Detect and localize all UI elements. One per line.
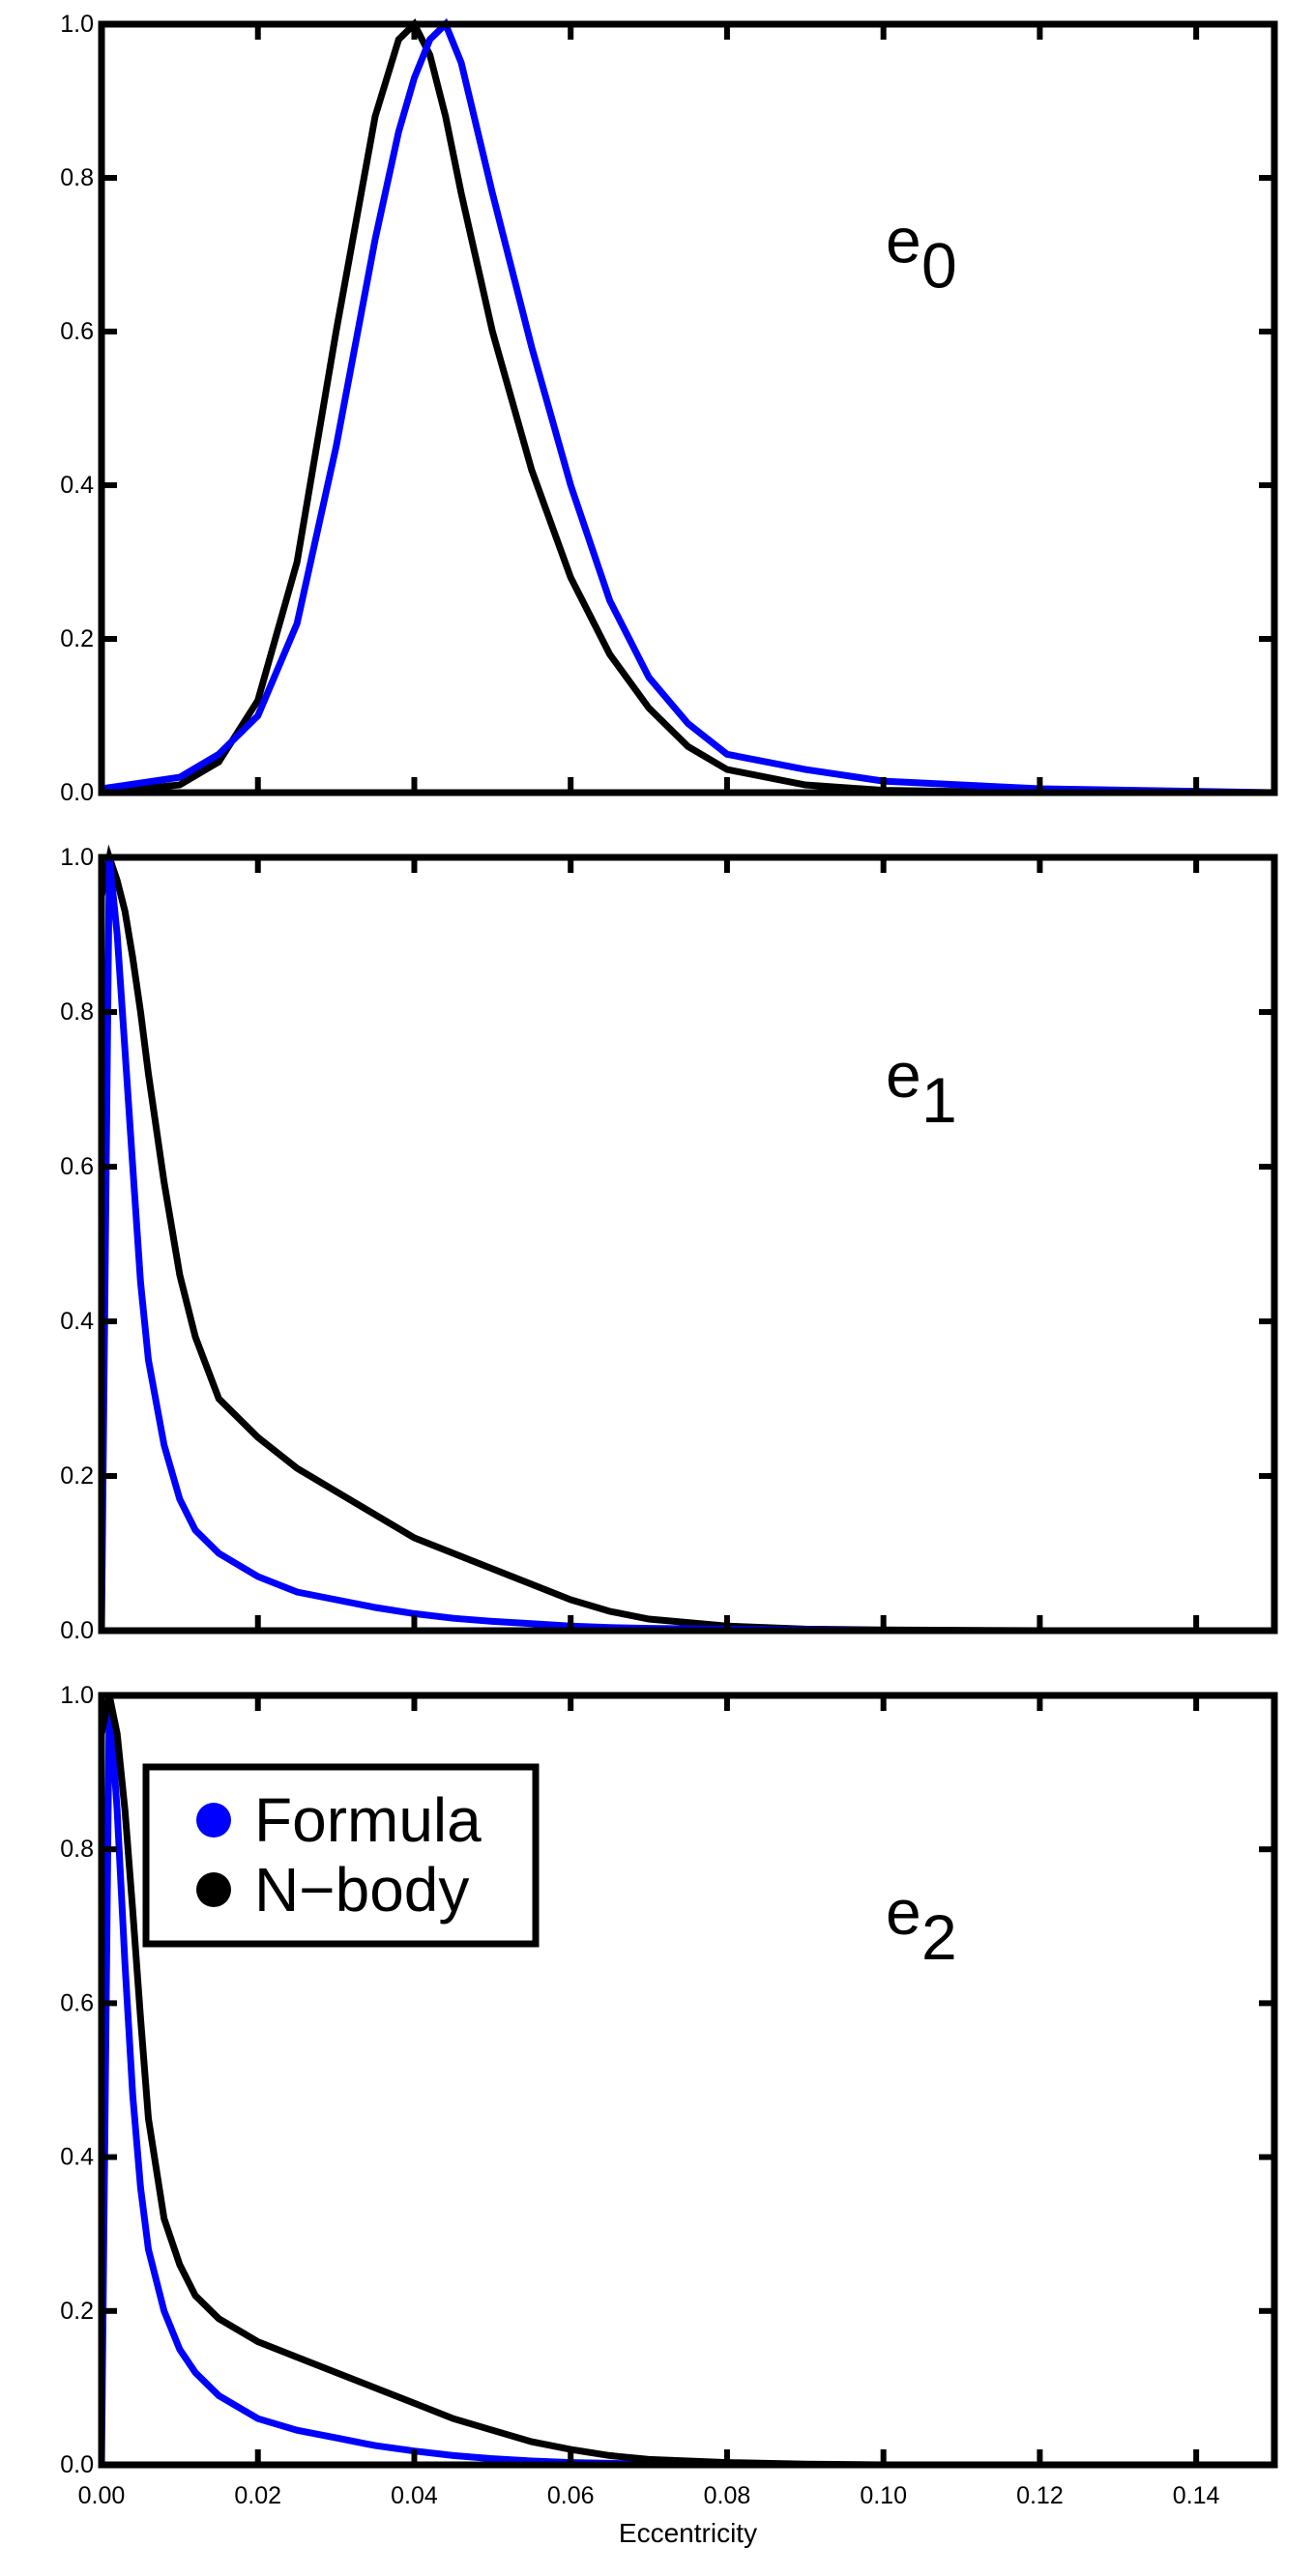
x-tick-label: 0.04 (391, 2482, 438, 2509)
legend-box (142, 1763, 540, 1948)
x-tick-label: 0.14 (1173, 2482, 1220, 2509)
y-tick-label: 0.6 (60, 318, 94, 345)
y-tick-label: 0.2 (60, 2298, 94, 2325)
data-line (101, 17, 1275, 796)
x-tick-label: 0.10 (860, 2482, 907, 2509)
y-tick-label: 0.2 (60, 1462, 94, 1490)
y-tick-label: 0.8 (60, 999, 94, 1026)
plot-frame (98, 854, 1278, 1635)
x-tick-label: 0.02 (234, 2482, 281, 2509)
annotation-subscript: 2 (921, 1901, 957, 1973)
legend-marker (196, 1872, 231, 1907)
annotation: e (886, 204, 921, 275)
data-line (98, 844, 1274, 1635)
plot-frame (98, 1692, 1278, 2469)
x-tick-label: 0.08 (704, 2482, 751, 2509)
y-tick-label: 0.8 (60, 1836, 94, 1863)
annotation-subscript: 0 (921, 229, 957, 301)
y-tick-label: 1.0 (60, 11, 94, 38)
legend-label: Formula (254, 1785, 482, 1855)
annotation-subscript: 1 (921, 1064, 957, 1136)
legend-label: N−body (254, 1855, 469, 1925)
y-tick-label: 0.0 (60, 1617, 94, 1644)
y-tick-label: 0.4 (60, 2144, 94, 2171)
y-tick-label: 0.0 (60, 779, 94, 806)
y-tick-label: 0.2 (60, 625, 94, 652)
y-tick-label: 0.4 (60, 472, 94, 499)
y-tick-label: 0.6 (60, 1153, 94, 1180)
y-tick-label: 0.6 (60, 1989, 94, 2016)
x-tick-label: 0.12 (1016, 2482, 1064, 2509)
plot-frame (98, 20, 1278, 796)
data-line (98, 856, 1274, 1635)
y-tick-label: 1.0 (60, 1682, 94, 1709)
y-tick-label: 0.8 (60, 164, 94, 191)
x-axis-label: Eccentricity (619, 2518, 757, 2548)
x-tick-label: 0.00 (78, 2482, 126, 2509)
data-line (101, 18, 1274, 796)
y-tick-label: 0.0 (60, 2451, 94, 2478)
y-tick-label: 1.0 (60, 844, 94, 871)
annotation: e (886, 1876, 921, 1948)
annotation: e (886, 1039, 921, 1111)
y-tick-label: 0.4 (60, 1308, 94, 1335)
x-tick-label: 0.06 (547, 2482, 595, 2509)
legend-marker (196, 1803, 231, 1838)
